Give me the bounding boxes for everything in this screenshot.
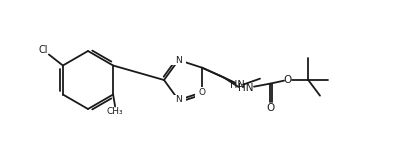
Text: N: N [176,54,183,64]
Text: N: N [172,95,185,104]
Text: O: O [267,103,275,113]
Text: O: O [198,88,206,97]
Text: N: N [172,56,185,65]
Text: HN: HN [230,80,244,90]
Text: N: N [175,95,182,104]
Text: O: O [201,88,208,97]
Text: HN: HN [238,83,254,93]
Text: N: N [175,56,182,65]
Text: N: N [176,96,183,105]
Text: O: O [284,75,292,85]
Text: O: O [196,88,208,97]
Text: Cl: Cl [38,44,48,54]
Text: CH₃: CH₃ [107,107,123,116]
